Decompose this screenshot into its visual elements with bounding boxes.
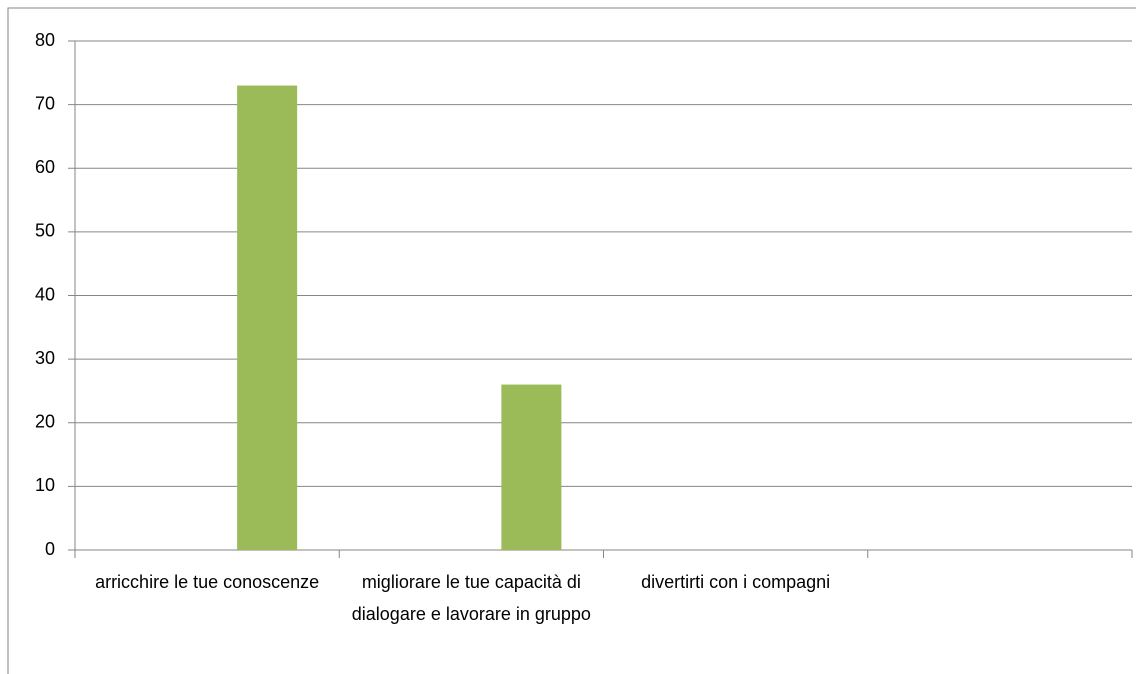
x-tick-label: arricchire le tue conoscenze: [95, 572, 320, 592]
y-tick-label: 70: [35, 93, 55, 113]
y-tick-label: 30: [35, 348, 55, 368]
y-tick-label: 60: [35, 157, 55, 177]
y-tick-label: 10: [35, 475, 55, 495]
y-tick-label: 40: [35, 284, 55, 304]
x-tick-label: migliorare le tue capacità di dialogare …: [351, 572, 591, 624]
x-tick-label: divertirti con i compagni: [641, 572, 831, 592]
y-tick-label: 80: [35, 30, 55, 50]
y-tick-label: 20: [35, 412, 55, 432]
bar: [501, 384, 562, 550]
y-tick-label: 0: [45, 539, 55, 559]
bar: [237, 85, 298, 550]
chart-frame: [7, 7, 1136, 674]
y-tick-label: 50: [35, 221, 55, 241]
